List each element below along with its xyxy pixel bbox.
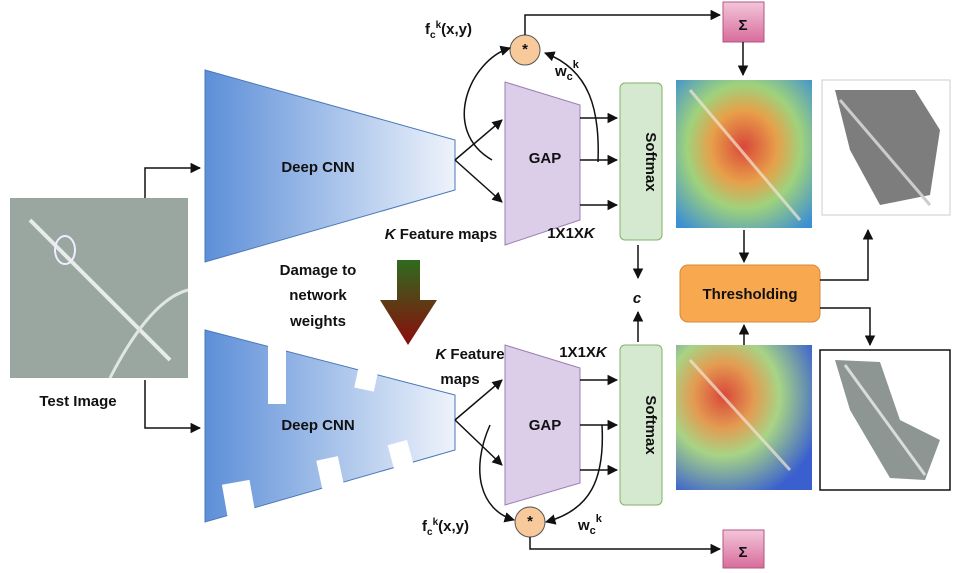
cnn-label: Deep CNN (281, 417, 354, 434)
feature-fn-label: fck(x,y) (425, 20, 472, 41)
damage-arrow (380, 260, 437, 345)
arrow (145, 168, 200, 198)
class-label: c (633, 290, 642, 307)
softmax-label: Softmax (642, 395, 659, 455)
arrow (455, 420, 502, 465)
vector-label: 1X1XK (547, 225, 596, 242)
feature-maps-label: K Feature (435, 346, 504, 363)
cnn-label: Deep CNN (281, 159, 354, 176)
feature-maps-label: maps (440, 371, 479, 388)
weight-label: wck (577, 513, 603, 537)
arrow (820, 308, 870, 345)
multiply-label: * (527, 513, 533, 530)
arrow (530, 537, 720, 549)
gap-label: GAP (529, 150, 562, 167)
heatmap (676, 345, 812, 490)
arrow (525, 15, 720, 35)
gap-label: GAP (529, 417, 562, 434)
arrow (145, 380, 200, 428)
arrow (455, 120, 502, 160)
heatmap (676, 80, 812, 228)
threshold-label: Thresholding (703, 286, 798, 303)
feature-maps-label: K Feature maps (385, 226, 498, 243)
mask (822, 80, 950, 215)
sum-label: Σ (738, 17, 747, 34)
sum-label: Σ (738, 544, 747, 561)
test-image-label: Test Image (39, 393, 116, 410)
softmax-label: Softmax (642, 132, 659, 192)
mask (820, 350, 950, 490)
damage-label: Damage to (280, 262, 357, 279)
damage-label: weights (289, 313, 346, 330)
arrow (464, 48, 510, 160)
damage-label: network (289, 287, 347, 304)
vector-label: 1X1XK (559, 344, 608, 361)
feature-fn-label: fck(x,y) (422, 517, 469, 538)
arrow (455, 160, 502, 202)
test-image (10, 198, 188, 378)
multiply-label: * (522, 41, 528, 58)
arrow (820, 230, 868, 280)
weight-label: wck (554, 59, 580, 83)
diagram: Test Image Deep CNN GAP Softmax K Featur… (0, 0, 956, 573)
